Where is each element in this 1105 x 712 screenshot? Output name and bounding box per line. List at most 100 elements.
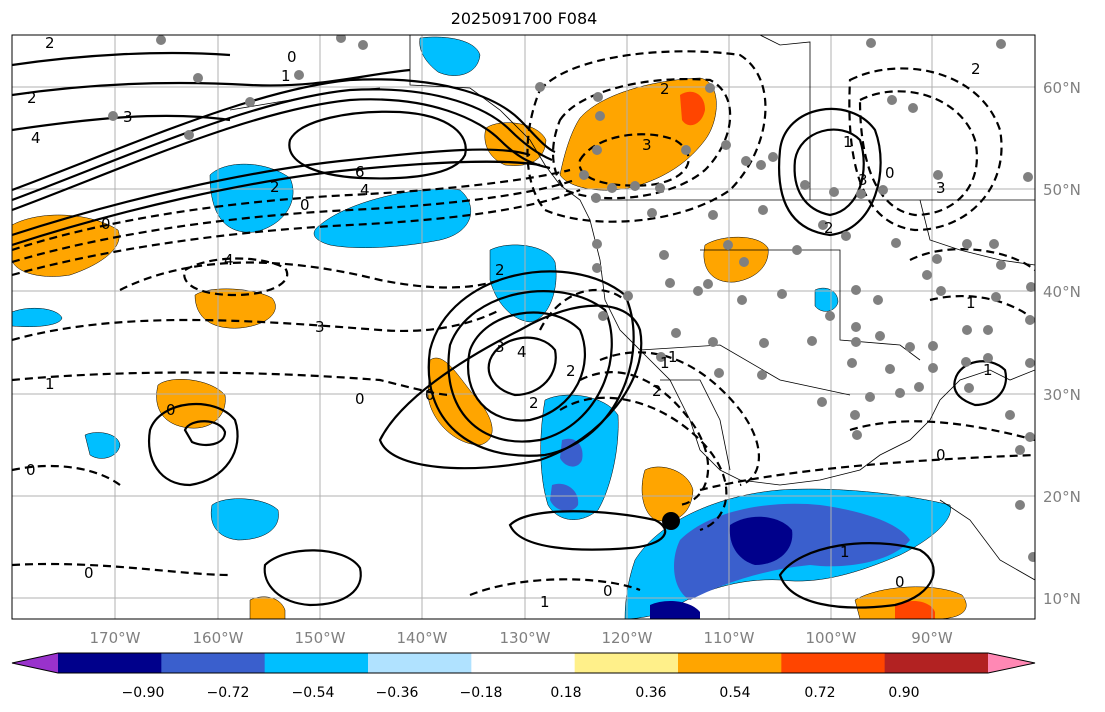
contour-label: 1: [540, 593, 550, 611]
colorbar-tick-label: 0.90: [888, 685, 919, 701]
colorbar-segment: [678, 653, 782, 673]
contour-label: 0: [355, 390, 365, 408]
contour-label: 0: [287, 48, 297, 66]
contours: [12, 50, 1035, 609]
contour-label: 3: [642, 136, 652, 154]
lat-label: 20°N: [1043, 488, 1081, 506]
shade-royal-south2: [550, 483, 579, 512]
lon-label: 160°W: [193, 629, 244, 647]
contour-label: 2: [824, 219, 834, 237]
shade-orange-rockies: [703, 236, 769, 283]
lon-label: 170°W: [90, 629, 141, 647]
shade-blue-mid: [313, 188, 472, 248]
contour-label: 6: [355, 163, 365, 181]
colorbar-extend-high: [988, 653, 1035, 673]
colorbar-segment: [58, 653, 162, 673]
colorbar-tick-label: 0.54: [719, 685, 750, 701]
colorbar-tick-label: −0.54: [292, 685, 335, 701]
contour-label: 0: [425, 386, 435, 404]
colorbar-tick-label: 0.36: [635, 685, 666, 701]
shade-orange-center: [427, 357, 493, 446]
shade-orange-baja: [641, 466, 694, 522]
contour-label: 0: [895, 573, 905, 591]
colorbar: [11, 652, 1036, 674]
contour-label: 2: [270, 178, 280, 196]
colorbar-tick-label: −0.72: [207, 685, 250, 701]
contour-label: 0: [101, 215, 111, 233]
colorbar-segment: [884, 653, 989, 673]
lon-label: 120°W: [602, 629, 653, 647]
lat-label: 10°N: [1043, 590, 1081, 608]
lat-label: 30°N: [1043, 386, 1081, 404]
shade-blue-far-west: [12, 307, 63, 327]
contour-label: 0: [26, 461, 36, 479]
contour-label: 1: [843, 133, 853, 151]
lon-label: 90°W: [911, 629, 953, 647]
colorbar-segment: [368, 653, 472, 673]
contour-label: 1: [966, 294, 976, 312]
contour-label: 2: [27, 89, 37, 107]
contour-label: 1: [668, 348, 678, 366]
lon-label: 140°W: [397, 629, 448, 647]
shade-blue-small-west: [84, 432, 121, 459]
colorbar-segment: [781, 653, 886, 673]
shaded-anomalies: [12, 36, 967, 619]
lon-axis: 170°W 160°W 150°W 140°W 130°W 120°W 110°…: [90, 629, 953, 647]
contour-label: 0: [885, 164, 895, 182]
contour-label: 3: [315, 318, 325, 336]
shade-blue-pacific-sw: [210, 498, 279, 541]
contour-label: 3: [123, 108, 133, 126]
shade-blue-east-small: [814, 287, 839, 312]
colorbar-tick-label: 0.72: [804, 685, 835, 701]
shade-red-se: [895, 600, 935, 619]
lat-label: 50°N: [1043, 181, 1081, 199]
contour-label: 4: [360, 181, 370, 199]
colorbar-tick-label: 0.18: [550, 685, 581, 701]
shade-orange-mid: [194, 288, 276, 329]
shade-red-ne-pacific: [680, 91, 705, 126]
plot-frame: [11, 34, 1036, 620]
lat-label: 60°N: [1043, 79, 1081, 97]
contour-label: 0: [300, 196, 310, 214]
contour-label: 0: [84, 564, 94, 582]
contour-label: 4: [517, 343, 527, 361]
colorbar-ticks: −0.90 −0.72 −0.54 −0.36 −0.18 0.18 0.36 …: [122, 685, 920, 701]
lat-axis: 60°N 50°N 40°N 30°N 20°N 10°N: [1043, 79, 1081, 608]
station-markers: [108, 35, 1035, 562]
lon-label: 110°W: [704, 629, 755, 647]
shade-navy-east-mexico: [729, 516, 793, 565]
shade-orange-west: [12, 214, 120, 277]
contour-label: 0: [936, 446, 946, 464]
contour-label: 1: [840, 543, 850, 561]
contour-label: 2: [495, 261, 505, 279]
colorbar-tick-label: −0.18: [460, 685, 503, 701]
shade-blue-top: [419, 36, 481, 76]
contour-label: 3: [936, 179, 946, 197]
lon-label: 100°W: [806, 629, 857, 647]
contour-label: 2: [566, 362, 576, 380]
graticule: [12, 35, 1035, 619]
contour-label: 4: [224, 251, 234, 269]
contour-label: 2: [660, 80, 670, 98]
lon-label: 130°W: [500, 629, 551, 647]
colorbar-tick-label: −0.90: [122, 685, 165, 701]
contour-label: 2: [652, 382, 662, 400]
contour-label: 3: [495, 338, 505, 356]
colorbar-segment: [161, 653, 266, 673]
contour-label: 2: [45, 34, 55, 52]
colorbar-segment: [471, 653, 576, 673]
contour-label: 1: [45, 375, 55, 393]
contour-label-layer: 2 0 1 2 3 4 6 4 2 0 2 3 2 4 3 1 0 0 3 4 …: [26, 34, 993, 611]
colorbar-tick-label: −0.36: [376, 685, 419, 701]
contour-label: 2: [971, 60, 981, 78]
lat-label: 40°N: [1043, 283, 1081, 301]
contour-label: 2: [529, 394, 539, 412]
contour-label: 0: [166, 401, 176, 419]
shade-blue-center: [489, 244, 557, 323]
colorbar-segment: [264, 653, 369, 673]
contour-label: 1: [983, 361, 993, 379]
contour-label: 0: [603, 582, 613, 600]
shade-navy-low: [650, 600, 700, 619]
shade-royal-south: [560, 438, 583, 467]
